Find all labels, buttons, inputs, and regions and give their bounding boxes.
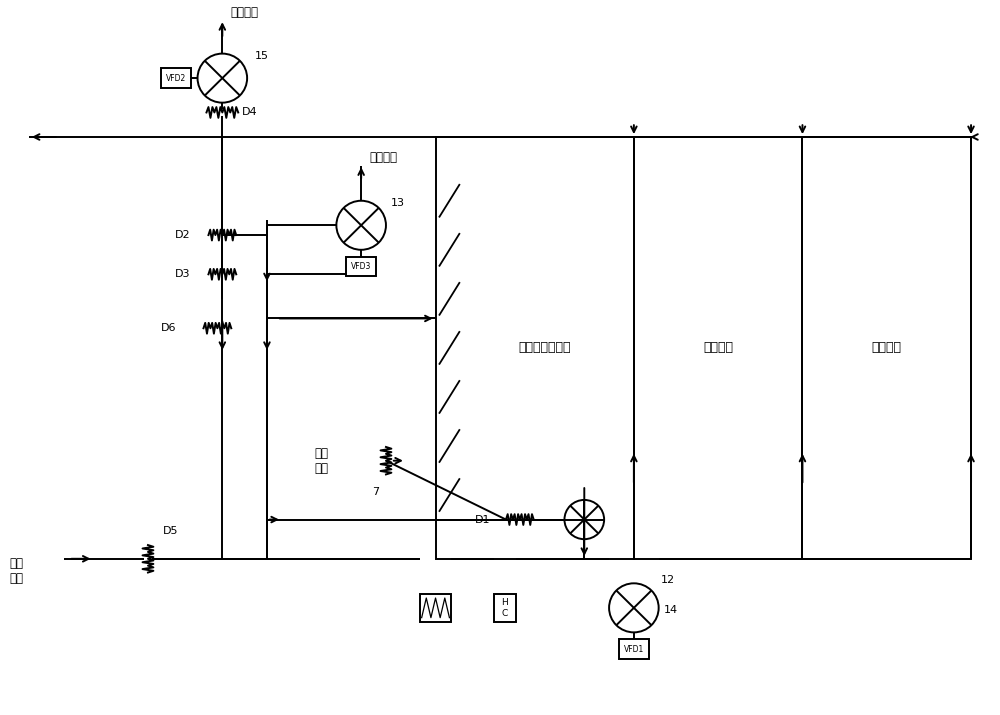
Bar [619,639,649,659]
Bar [346,257,376,276]
Bar [634,137,802,559]
Text: VFD3: VFD3 [351,262,371,271]
Text: D6: D6 [161,323,176,333]
Bar [802,137,971,559]
Bar [161,69,191,88]
Text: 7: 7 [372,487,380,497]
Text: C: C [502,608,508,618]
Text: H: H [502,598,508,607]
Text: 13: 13 [391,197,405,207]
Text: VFD1: VFD1 [624,644,644,654]
Text: 14: 14 [664,605,678,615]
Bar [420,594,451,621]
Text: 排出室外: 排出室外 [369,152,397,164]
Text: 15: 15 [255,51,269,61]
Text: D5: D5 [163,526,178,536]
Text: 12: 12 [661,576,675,586]
Text: 室外
新风: 室外 新风 [315,447,329,475]
Text: 室外
新风: 室外 新风 [9,556,23,585]
Text: 排出室外: 排出室外 [230,6,258,19]
Text: 内区空间: 内区空间 [872,341,902,355]
Bar [436,137,634,559]
Text: 西南向外区空间: 西南向外区空间 [518,341,571,355]
Text: D1: D1 [475,515,491,525]
Text: D4: D4 [242,107,258,117]
Text: D2: D2 [175,230,190,240]
Text: 内区空间: 内区空间 [703,341,733,355]
Text: D3: D3 [175,270,190,280]
Text: VFD2: VFD2 [166,74,186,83]
Bar [494,594,516,621]
